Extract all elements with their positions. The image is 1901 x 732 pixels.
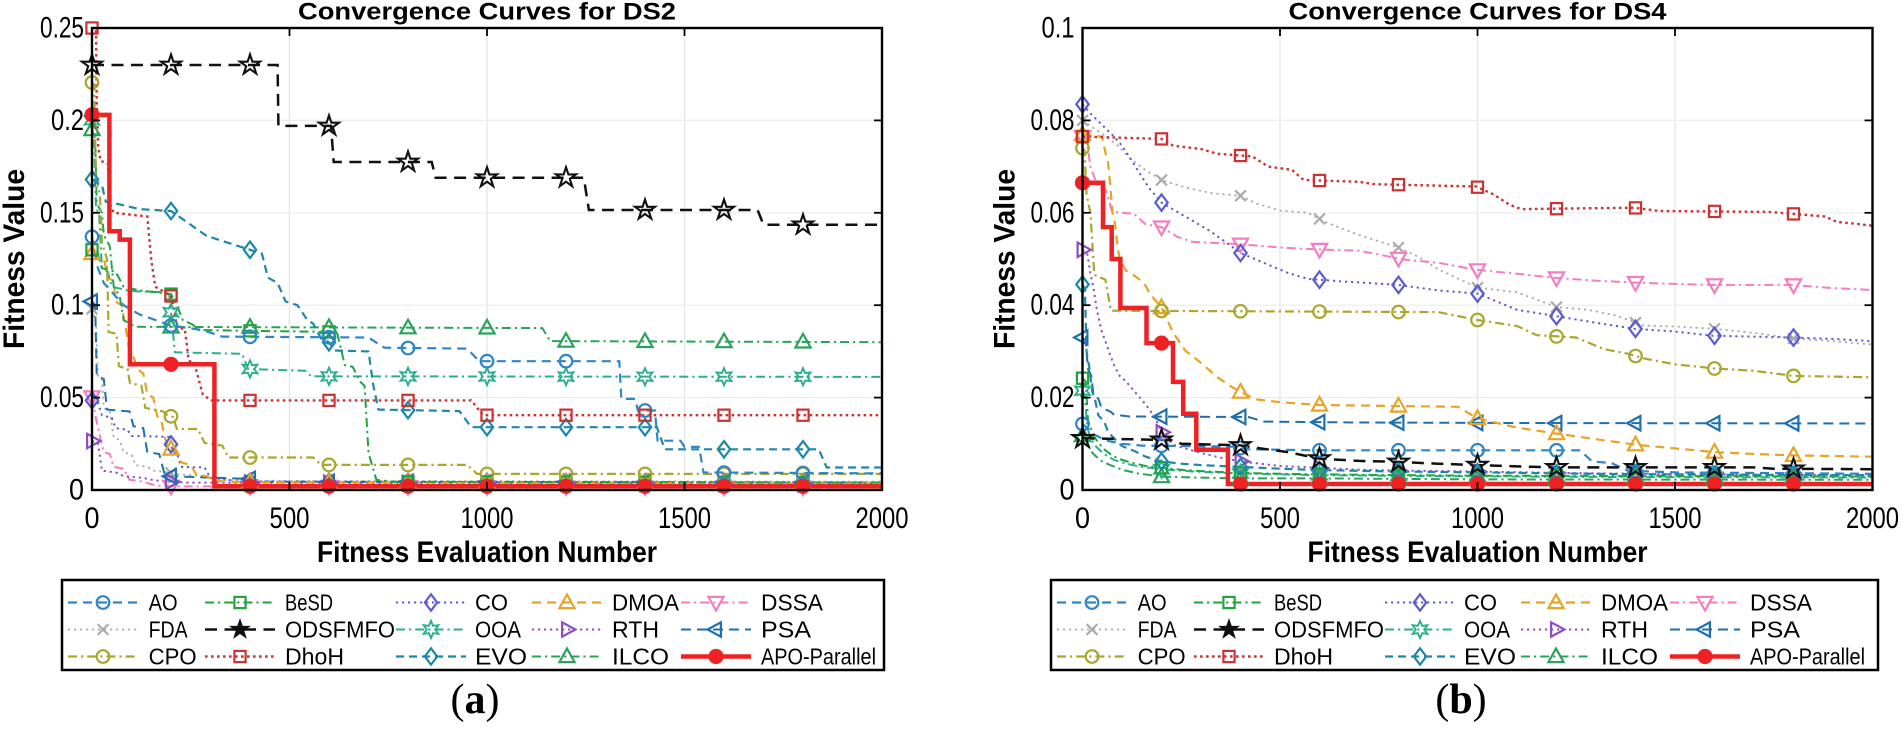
svg-text:CO: CO [1464, 590, 1497, 616]
svg-text:CPO: CPO [1138, 644, 1186, 670]
svg-text:ODSFMFO: ODSFMFO [285, 617, 395, 643]
svg-text:0: 0 [1075, 502, 1090, 535]
svg-text:0.1: 0.1 [51, 289, 84, 322]
svg-text:EVO: EVO [1464, 644, 1516, 670]
svg-text:0.06: 0.06 [1031, 196, 1075, 229]
svg-text:0.04: 0.04 [1031, 289, 1075, 322]
svg-text:BeSD: BeSD [1274, 590, 1322, 616]
svg-text:0: 0 [85, 502, 100, 535]
svg-text:DMOA: DMOA [1601, 590, 1669, 616]
svg-text:ODSFMFO: ODSFMFO [1274, 617, 1384, 643]
svg-text:Fitness Evaluation Number: Fitness Evaluation Number [317, 536, 657, 569]
svg-text:0.25: 0.25 [40, 12, 84, 45]
svg-text:2000: 2000 [1846, 502, 1899, 535]
svg-text:(a): (a) [451, 677, 500, 723]
svg-text:0.15: 0.15 [40, 196, 84, 229]
svg-text:RTH: RTH [1601, 617, 1648, 643]
svg-text:0: 0 [1060, 474, 1075, 507]
svg-text:FDA: FDA [1138, 617, 1178, 643]
svg-text:APO-Parallel: APO-Parallel [761, 644, 876, 670]
svg-text:2000: 2000 [856, 502, 909, 535]
svg-text:EVO: EVO [475, 644, 527, 670]
svg-text:Convergence Curves for DS2: Convergence Curves for DS2 [298, 0, 676, 26]
svg-text:DhoH: DhoH [285, 644, 344, 670]
svg-text:ILCO: ILCO [1601, 644, 1658, 670]
svg-text:OOA: OOA [1464, 617, 1511, 643]
svg-text:0.08: 0.08 [1031, 104, 1075, 137]
svg-text:DSSA: DSSA [1750, 590, 1813, 616]
svg-text:FDA: FDA [149, 617, 189, 643]
svg-text:RTH: RTH [612, 617, 659, 643]
svg-text:1000: 1000 [461, 502, 514, 535]
svg-text:OOA: OOA [475, 617, 522, 643]
svg-text:(b): (b) [1435, 677, 1486, 723]
svg-text:AO: AO [149, 590, 178, 616]
svg-text:DhoH: DhoH [1274, 644, 1333, 670]
svg-text:0.2: 0.2 [51, 104, 84, 137]
svg-text:Fitness Value: Fitness Value [0, 169, 31, 349]
svg-text:Fitness Value: Fitness Value [989, 169, 1022, 349]
svg-text:CPO: CPO [149, 644, 197, 670]
svg-text:1500: 1500 [1649, 502, 1702, 535]
svg-text:CO: CO [475, 590, 508, 616]
svg-text:AO: AO [1138, 590, 1167, 616]
svg-text:1000: 1000 [1451, 502, 1504, 535]
svg-text:0.1: 0.1 [1042, 12, 1075, 45]
svg-text:ILCO: ILCO [612, 644, 669, 670]
svg-text:0.02: 0.02 [1031, 381, 1075, 414]
svg-text:500: 500 [270, 502, 310, 535]
svg-text:Fitness Evaluation Number: Fitness Evaluation Number [1308, 536, 1648, 569]
svg-text:DMOA: DMOA [612, 590, 680, 616]
svg-text:0: 0 [69, 474, 84, 507]
svg-text:BeSD: BeSD [285, 590, 333, 616]
svg-text:PSA: PSA [1750, 617, 1801, 643]
svg-text:0.05: 0.05 [40, 381, 84, 414]
svg-text:DSSA: DSSA [761, 590, 824, 616]
svg-text:Convergence Curves for DS4: Convergence Curves for DS4 [1289, 0, 1668, 26]
svg-text:500: 500 [1260, 502, 1300, 535]
svg-text:1500: 1500 [658, 502, 711, 535]
svg-text:PSA: PSA [761, 617, 812, 643]
svg-text:APO-Parallel: APO-Parallel [1750, 644, 1865, 670]
